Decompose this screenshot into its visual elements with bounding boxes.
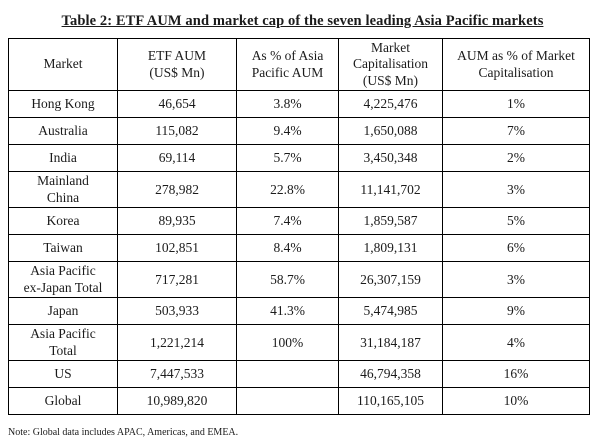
- market-cell: Hong Kong: [8, 90, 118, 119]
- pct-apac-aum-cell: 22.8%: [236, 171, 339, 209]
- market-cap-cell: 46,794,358: [338, 360, 443, 389]
- market-cap-cell: 31,184,187: [338, 324, 443, 362]
- etf-aum-cell: 1,221,214: [117, 324, 237, 362]
- pct-apac-aum-cell: 9.4%: [236, 117, 339, 146]
- aum-pct-mcap-cell: 4%: [442, 324, 590, 362]
- pct-apac-aum-cell: 100%: [236, 324, 339, 362]
- etf-aum-cell: 10,989,820: [117, 387, 237, 416]
- market-cell: Korea: [8, 207, 118, 236]
- market-cell: US: [8, 360, 118, 389]
- pct-apac-aum-cell: 58.7%: [236, 261, 339, 299]
- column-header-market-capitalisation: Market Capitalisation (US$ Mn): [338, 37, 443, 92]
- aum-pct-mcap-cell: 3%: [442, 171, 590, 209]
- market-cell: Australia: [8, 117, 118, 146]
- market-cell: Mainland China: [8, 171, 118, 209]
- aum-pct-mcap-cell: 2%: [442, 144, 590, 173]
- table-title: Table 2: ETF AUM and market cap of the s…: [0, 13, 605, 30]
- pct-apac-aum-cell: 5.7%: [236, 144, 339, 173]
- pct-apac-aum-cell: [236, 360, 339, 389]
- market-cap-cell: 4,225,476: [338, 90, 443, 119]
- column-header-pct-asia-pacific-aum: As % of Asia Pacific AUM: [236, 37, 339, 92]
- market-cap-cell: 11,141,702: [338, 171, 443, 209]
- market-cap-cell: 1,859,587: [338, 207, 443, 236]
- aum-pct-mcap-cell: 10%: [442, 387, 590, 416]
- aum-pct-mcap-cell: 16%: [442, 360, 590, 389]
- table-row-korea: Korea 89,935 7.4% 1,859,587 5%: [8, 207, 590, 236]
- aum-pct-mcap-cell: 5%: [442, 207, 590, 236]
- etf-aum-cell: 89,935: [117, 207, 237, 236]
- aum-pct-mcap-cell: 7%: [442, 117, 590, 146]
- market-cell: Asia Pacific ex-Japan Total: [8, 261, 118, 299]
- etf-aum-cell: 717,281: [117, 261, 237, 299]
- table-row-global: Global 10,989,820 110,165,105 10%: [8, 387, 590, 416]
- etf-aum-cell: 503,933: [117, 297, 237, 326]
- table-row-india: India 69,114 5.7% 3,450,348 2%: [8, 144, 590, 173]
- market-cap-cell: 1,650,088: [338, 117, 443, 146]
- market-cell: Asia Pacific Total: [8, 324, 118, 362]
- table-row-mainland-china: Mainland China 278,982 22.8% 11,141,702 …: [8, 171, 590, 209]
- etf-aum-table: Market ETF AUM (US$ Mn) As % of Asia Pac…: [8, 37, 590, 416]
- pct-apac-aum-cell: 3.8%: [236, 90, 339, 119]
- column-header-aum-pct-market-cap: AUM as % of Market Capitalisation: [442, 37, 590, 92]
- market-cap-cell: 110,165,105: [338, 387, 443, 416]
- etf-aum-cell: 278,982: [117, 171, 237, 209]
- market-cell: India: [8, 144, 118, 173]
- aum-pct-mcap-cell: 6%: [442, 234, 590, 263]
- header-row: Market ETF AUM (US$ Mn) As % of Asia Pac…: [8, 37, 590, 92]
- table-row-japan: Japan 503,933 41.3% 5,474,985 9%: [8, 297, 590, 326]
- market-cap-cell: 5,474,985: [338, 297, 443, 326]
- table-row-asia-pacific-total: Asia Pacific Total 1,221,214 100% 31,184…: [8, 324, 590, 362]
- table-row-hong-kong: Hong Kong 46,654 3.8% 4,225,476 1%: [8, 90, 590, 119]
- column-header-market: Market: [8, 37, 118, 92]
- pct-apac-aum-cell: [236, 387, 339, 416]
- pct-apac-aum-cell: 8.4%: [236, 234, 339, 263]
- market-cell: Taiwan: [8, 234, 118, 263]
- market-cap-cell: 3,450,348: [338, 144, 443, 173]
- market-cell: Japan: [8, 297, 118, 326]
- table-row-us: US 7,447,533 46,794,358 16%: [8, 360, 590, 389]
- table-row-asia-pacific-ex-japan-total: Asia Pacific ex-Japan Total 717,281 58.7…: [8, 261, 590, 299]
- table-row-taiwan: Taiwan 102,851 8.4% 1,809,131 6%: [8, 234, 590, 263]
- etf-aum-cell: 7,447,533: [117, 360, 237, 389]
- market-cap-cell: 1,809,131: [338, 234, 443, 263]
- etf-aum-cell: 46,654: [117, 90, 237, 119]
- aum-pct-mcap-cell: 3%: [442, 261, 590, 299]
- etf-aum-cell: 102,851: [117, 234, 237, 263]
- table-title-text: Table 2: ETF AUM and market cap of the s…: [61, 13, 544, 29]
- pct-apac-aum-cell: 7.4%: [236, 207, 339, 236]
- etf-aum-cell: 69,114: [117, 144, 237, 173]
- etf-aum-cell: 115,082: [117, 117, 237, 146]
- column-header-etf-aum: ETF AUM (US$ Mn): [117, 37, 237, 92]
- pct-apac-aum-cell: 41.3%: [236, 297, 339, 326]
- aum-pct-mcap-cell: 1%: [442, 90, 590, 119]
- table-row-australia: Australia 115,082 9.4% 1,650,088 7%: [8, 117, 590, 146]
- market-cap-cell: 26,307,159: [338, 261, 443, 299]
- table-footnote: Note: Global data includes APAC, America…: [8, 427, 239, 438]
- aum-pct-mcap-cell: 9%: [442, 297, 590, 326]
- market-cell: Global: [8, 387, 118, 416]
